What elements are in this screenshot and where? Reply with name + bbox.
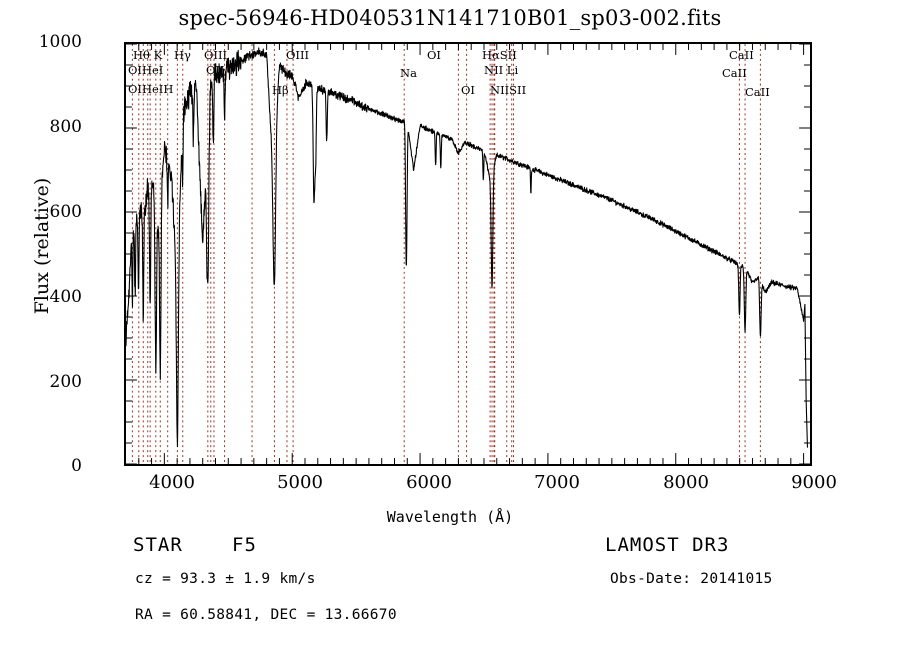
obs-date-label: Obs-Date: 20141015	[610, 571, 773, 587]
axis-ticks	[126, 44, 810, 464]
spectral-line-label: Na	[400, 66, 417, 80]
x-tick-label: 5000	[277, 472, 323, 493]
spectral-line-label: Hθ K	[133, 48, 163, 62]
spectral-line-label: CaII	[722, 66, 747, 80]
y-tick-label: 800	[49, 117, 82, 137]
spectral-line-label: Hβ	[272, 83, 289, 97]
object-type-label: STAR	[133, 534, 183, 556]
x-axis-title: Wavelength (Å)	[386, 508, 514, 526]
spectral-line-label: OII	[206, 63, 225, 77]
y-tick-label: 1000	[38, 32, 82, 52]
page-title: spec-56946-HD040531N141710B01_sp03-002.f…	[178, 6, 722, 30]
spectral-line-label: NIISII	[490, 83, 527, 97]
x-tick-label: 6000	[406, 472, 452, 493]
spectral-line-label: OI	[461, 83, 475, 97]
spectral-line-label: Hγ	[174, 48, 191, 62]
coordinates-label: RA = 60.58841, DEC = 13.66670	[135, 607, 397, 623]
spectral-line-label: HαSII	[482, 48, 517, 62]
spectral-line-label: OI	[427, 48, 441, 62]
spectral-line-label: NII Li	[484, 63, 519, 77]
spectral-line-label: OIII	[286, 48, 310, 62]
x-tick-label: 4000	[149, 472, 195, 493]
survey-label: LAMOST DR3	[605, 534, 730, 556]
x-tick-label: 8000	[663, 472, 709, 493]
flux-curve	[126, 47, 808, 448]
y-tick-label: 400	[49, 287, 82, 307]
redshift-velocity-label: cz = 93.3 ± 1.9 km/s	[135, 571, 316, 587]
y-tick-label: 200	[49, 372, 82, 392]
y-axis-title: Flux (relative)	[31, 177, 53, 315]
spectral-class-label: F5	[232, 534, 257, 556]
spectral-line-label: OIHeIH	[128, 82, 174, 96]
spectral-marker-lines	[131, 44, 761, 464]
x-tick-label: 9000	[791, 472, 837, 493]
y-tick-label: 0	[71, 456, 82, 476]
x-tick-label: 7000	[534, 472, 580, 493]
y-tick-label: 600	[49, 202, 82, 222]
plot-area	[124, 42, 812, 466]
spectral-line-label: OIII	[204, 48, 228, 62]
spectrum-svg	[126, 44, 810, 464]
spectral-line-label: OIHeI	[128, 63, 164, 77]
spectral-line-label: CaII	[729, 48, 754, 62]
spectral-line-label: CaII	[745, 85, 770, 99]
